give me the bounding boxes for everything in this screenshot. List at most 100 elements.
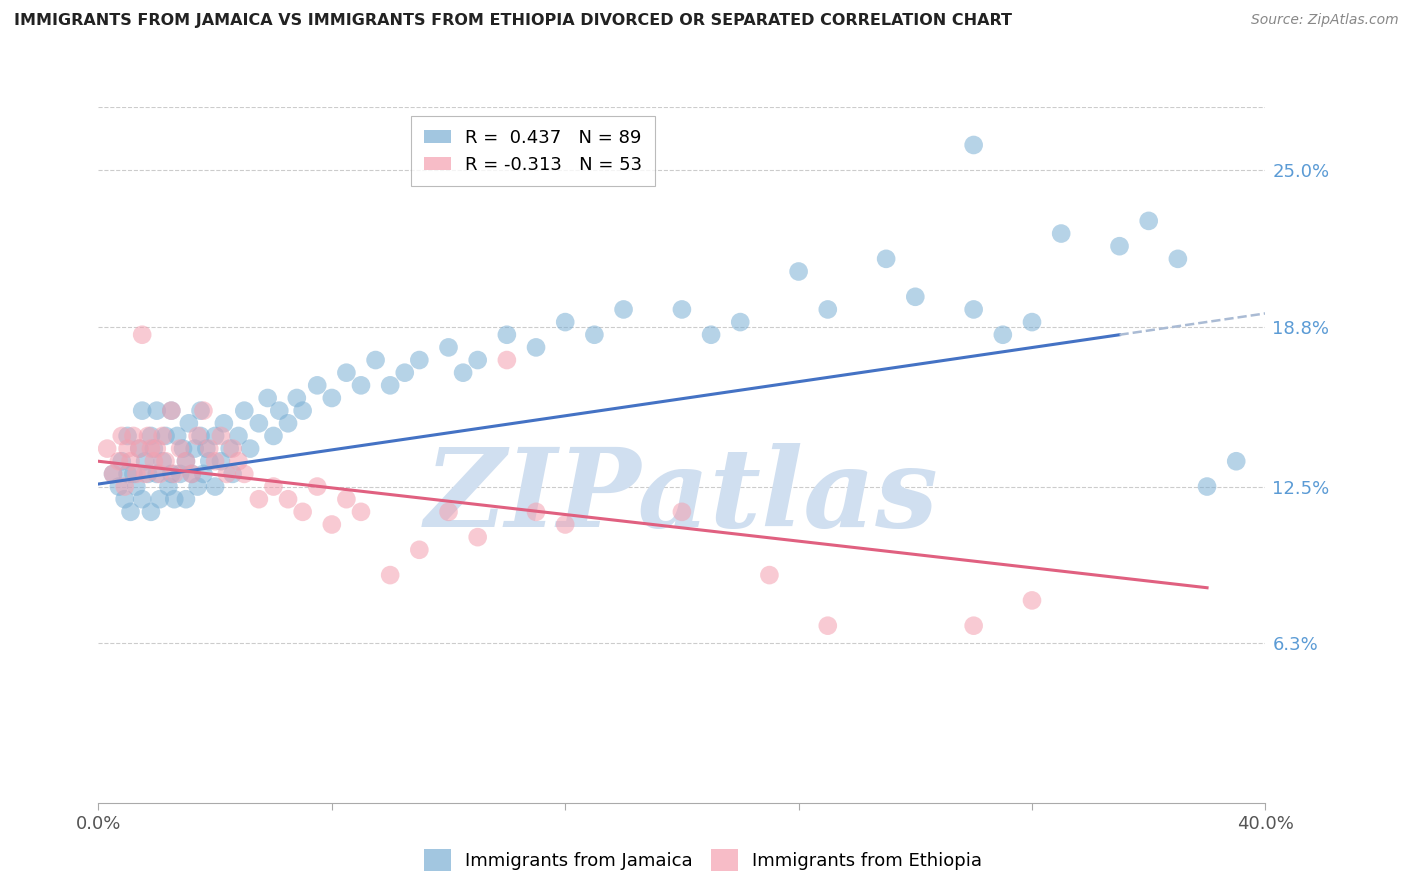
Point [163, 467, 186, 481]
Point [136, 429, 159, 443]
Point [962, 302, 984, 317]
Point [437, 340, 460, 354]
Point [120, 505, 142, 519]
Point [128, 442, 150, 456]
Point [146, 467, 169, 481]
Point [408, 353, 430, 368]
Point [204, 479, 226, 493]
Point [262, 429, 284, 443]
Point [169, 442, 191, 456]
Point [142, 442, 165, 456]
Point [149, 467, 172, 481]
Point [125, 479, 148, 493]
Point [758, 568, 780, 582]
Point [239, 442, 262, 456]
Point [1050, 227, 1073, 241]
Point [215, 467, 238, 481]
Point [195, 442, 218, 456]
Point [277, 492, 299, 507]
Point [307, 479, 329, 493]
Point [378, 378, 402, 392]
Point [134, 467, 156, 481]
Point [364, 353, 387, 368]
Point [120, 454, 142, 468]
Point [198, 454, 221, 468]
Point [166, 429, 188, 443]
Point [524, 340, 547, 354]
Point [172, 442, 194, 456]
Point [190, 429, 212, 443]
Point [193, 467, 215, 481]
Point [174, 454, 197, 468]
Point [350, 505, 373, 519]
Point [209, 429, 232, 443]
Point [169, 467, 191, 481]
Point [114, 479, 136, 493]
Point [117, 429, 139, 443]
Point [394, 366, 416, 380]
Point [125, 467, 148, 481]
Point [131, 327, 153, 342]
Point [131, 492, 153, 507]
Point [221, 442, 243, 456]
Point [136, 467, 159, 481]
Point [991, 327, 1014, 342]
Point [174, 492, 197, 507]
Point [180, 467, 202, 481]
Point [142, 454, 165, 468]
Point [321, 391, 343, 405]
Point [174, 454, 197, 468]
Point [262, 479, 284, 493]
Point [160, 467, 183, 481]
Point [307, 378, 329, 392]
Point [128, 442, 150, 456]
Point [177, 417, 200, 431]
Point [554, 517, 576, 532]
Point [96, 442, 118, 456]
Point [139, 505, 162, 519]
Point [1021, 315, 1043, 329]
Text: ZIPatlas: ZIPatlas [425, 443, 939, 550]
Point [122, 429, 145, 443]
Point [335, 366, 357, 380]
Point [233, 403, 256, 417]
Point [149, 492, 172, 507]
Point [904, 290, 927, 304]
Point [146, 442, 169, 456]
Point [247, 492, 270, 507]
Point [554, 315, 576, 329]
Point [495, 353, 517, 368]
Point [187, 479, 209, 493]
Point [111, 429, 134, 443]
Point [451, 366, 474, 380]
Point [209, 454, 232, 468]
Point [152, 429, 174, 443]
Point [321, 517, 343, 532]
Point [204, 429, 226, 443]
Text: IMMIGRANTS FROM JAMAICA VS IMMIGRANTS FROM ETHIOPIA DIVORCED OR SEPARATED CORREL: IMMIGRANTS FROM JAMAICA VS IMMIGRANTS FR… [14, 13, 1012, 29]
Point [131, 403, 153, 417]
Point [671, 302, 693, 317]
Point [111, 454, 134, 468]
Point [269, 403, 291, 417]
Point [139, 429, 162, 443]
Text: Source: ZipAtlas.com: Source: ZipAtlas.com [1251, 13, 1399, 28]
Point [108, 454, 131, 468]
Legend: Immigrants from Jamaica, Immigrants from Ethiopia: Immigrants from Jamaica, Immigrants from… [416, 842, 990, 879]
Point [152, 454, 174, 468]
Point [190, 403, 212, 417]
Point [139, 442, 162, 456]
Point [1195, 479, 1218, 493]
Point [817, 618, 839, 632]
Point [817, 302, 839, 317]
Point [155, 429, 177, 443]
Point [524, 505, 547, 519]
Point [160, 403, 183, 417]
Point [122, 467, 145, 481]
Point [962, 138, 984, 153]
Point [875, 252, 897, 266]
Point [117, 442, 139, 456]
Point [962, 618, 984, 632]
Point [787, 264, 810, 278]
Point [335, 492, 357, 507]
